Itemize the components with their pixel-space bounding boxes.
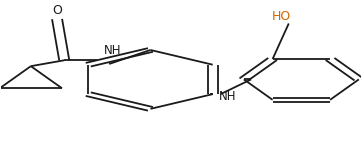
Text: O: O (52, 4, 62, 17)
Text: NH: NH (104, 44, 121, 57)
Text: NH: NH (219, 90, 236, 103)
Text: HO: HO (272, 10, 291, 23)
